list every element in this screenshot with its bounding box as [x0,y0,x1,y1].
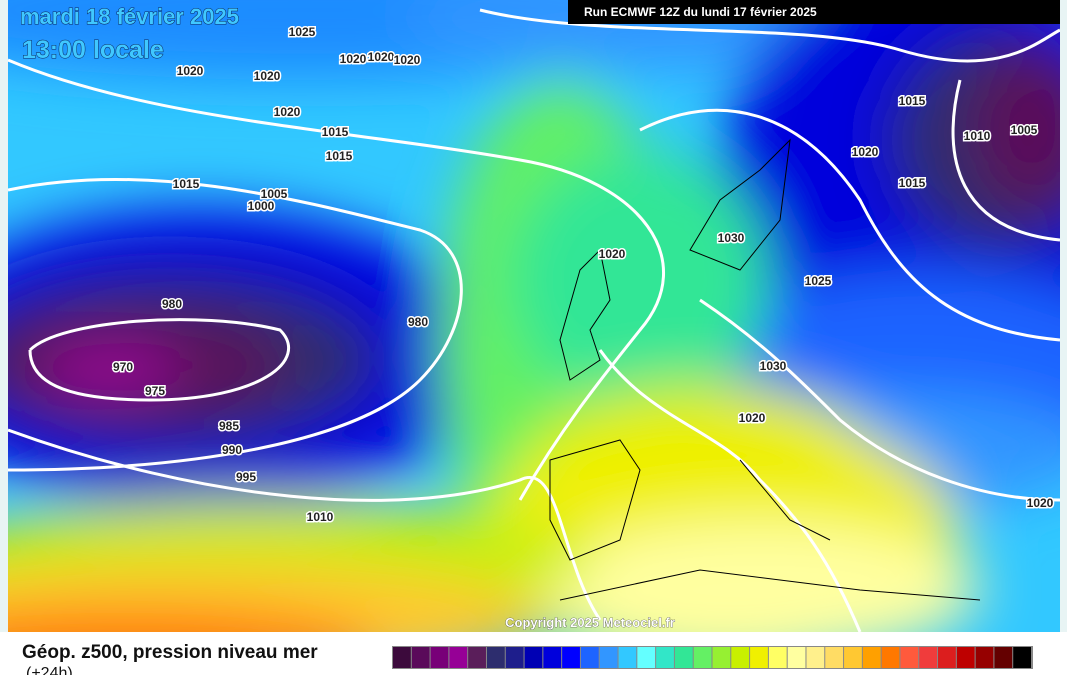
isobar-label: 1005 [1011,123,1038,137]
isobar-label: 1020 [1027,496,1054,510]
isobar-label: 1015 [899,176,926,190]
colorbar-swatch [994,647,1013,668]
run-header-box [568,0,1060,24]
isobar-label: 1020 [394,53,421,67]
isobar-label: 975 [145,384,165,398]
colorbar-swatch [580,647,599,668]
colorbar-swatch [956,647,975,668]
colorbar-swatch [674,647,693,668]
isobar-label: 1010 [307,510,334,524]
isobar-label: 1015 [173,177,200,191]
colorbar-swatch [768,647,787,668]
isobar-label: 1020 [340,52,367,66]
copyright: Copyright 2025 Meteociel.fr [505,615,675,630]
date-title: mardi 18 février 2025 [20,4,239,29]
colorbar-swatch [449,647,468,668]
colorbar-swatch [975,647,994,668]
colorbar-swatch [524,647,543,668]
coastlines [549,138,981,601]
isobar-label: 1015 [899,94,926,108]
isobar-label: 980 [162,297,182,311]
colorbar-swatch [430,647,449,668]
colorbar-swatch [787,647,806,668]
isobar-label: 1030 [718,231,745,245]
colorbar-swatch [656,647,674,668]
colorbar-swatch [393,647,411,668]
legend-subtitle: (+24h) [26,665,73,675]
run-header: Run ECMWF 12Z du lundi 17 février 2025 [584,5,817,19]
colorbar-swatch [881,647,900,668]
colorbar-swatch [411,647,430,668]
colorbar-swatch [862,647,881,668]
colorbar-swatch [562,647,580,668]
colorbar-swatch [1013,647,1031,668]
isobar-label: 990 [222,443,242,457]
colorbar-swatch [693,647,712,668]
isobar-label: 1025 [805,274,832,288]
isobar-label: 1020 [177,64,204,78]
isobar-label: 1020 [368,50,395,64]
legend-title: Géop. z500, pression niveau mer [22,642,318,663]
isobar-label: 980 [408,315,428,329]
isobar-label: 1020 [254,69,281,83]
isobar-label: 1015 [326,149,353,163]
isobar-label: 1005 [261,187,288,201]
colorbar-swatch [844,647,862,668]
isobar-label: 985 [219,419,239,433]
colorbar-swatch [637,647,656,668]
isobar-label: 1020 [599,247,626,261]
colorbar-swatch [486,647,505,668]
colorbar-swatch [919,647,938,668]
colorbar-swatch [505,647,524,668]
colorbar-swatch [731,647,750,668]
colorbar-swatch [938,647,956,668]
isobar-label: 1030 [760,359,787,373]
isobar-label: 970 [113,360,133,374]
isobar-label: 1020 [274,105,301,119]
isobar-label: 1025 [289,25,316,39]
isobar-label: 995 [236,470,256,484]
colorbar-swatch [806,647,825,668]
time-title: 13:00 locale [22,36,164,64]
colorbar-swatch [750,647,768,668]
isobar-label: 1020 [739,411,766,425]
colorbar-swatch [618,647,637,668]
colorbar-swatch [543,647,562,668]
colorbar-swatch [599,647,618,668]
colorbar-swatch [468,647,486,668]
colorbar-swatch [825,647,844,668]
isobar-label: 1015 [322,125,349,139]
isobar-label: 1020 [852,145,879,159]
colorbar [392,646,1033,669]
colorbar-swatch [900,647,919,668]
colorbar-swatch [712,647,731,668]
isobars [8,8,1060,632]
isobar-label: 1010 [964,129,991,143]
isobar-label: 1000 [248,199,275,213]
